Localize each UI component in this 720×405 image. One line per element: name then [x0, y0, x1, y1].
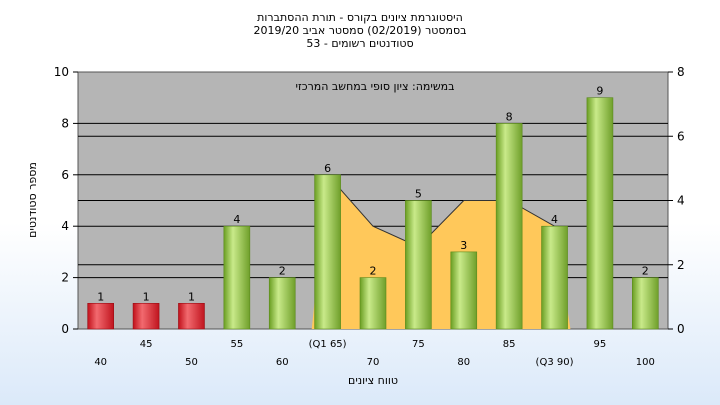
title-line-1: היסטוגרמת ציונים בקורס - תורת ההסתברות: [257, 11, 463, 24]
bar-2: [178, 302, 205, 330]
x-tick-label-7: 75: [412, 339, 425, 350]
x-tick-label-2: 50: [185, 357, 198, 368]
y-tick-label-4: 4: [61, 219, 69, 233]
bar-0: [87, 302, 114, 330]
y2-tick-label-2: 2: [677, 258, 685, 272]
x-tick-label-8: 80: [457, 357, 470, 368]
bar-5: [314, 174, 341, 330]
title-line-3: סטודנטים רשומים - 53: [306, 37, 413, 50]
bar-label-9: 8: [506, 110, 513, 123]
x-tick-label-9: 85: [503, 339, 516, 350]
bar-3: [223, 225, 251, 330]
bar-label-8: 3: [460, 239, 467, 252]
y2-tick-label-8: 8: [677, 65, 685, 79]
bar-data-labels: 1 1 1 4 2 6 2 5 3 8 4 9 2: [97, 85, 649, 304]
bars: [87, 97, 659, 330]
bar-label-1: 1: [143, 290, 150, 303]
y2-tick-label-4: 4: [677, 194, 685, 208]
bar-6: [359, 277, 387, 330]
bar-label-0: 1: [97, 290, 104, 303]
title-line-2: בסמסטר (02/2019) סמסטר אביב 2019/20: [253, 24, 466, 37]
bar-1: [132, 302, 160, 330]
bar-12: [632, 277, 659, 330]
x-tick-label-4: 60: [276, 357, 289, 368]
x-tick-label-6: 70: [367, 357, 380, 368]
y-axis-left: 0 2 4 6 8 10: [54, 65, 78, 336]
chart-annotation: במשימה: ציון סופי במחשב המרכזי: [295, 80, 454, 93]
bar-7: [405, 200, 432, 330]
y-tick-label-10: 10: [54, 65, 69, 79]
x-axis: 40 45 50 55 60 (Q1 65) 70 75 80 85 (Q3 90) 95 100: [94, 339, 655, 368]
y2-tick-label-0: 0: [677, 322, 685, 336]
bar-11: [586, 97, 614, 330]
x-tick-label-1: 45: [140, 339, 153, 350]
bar-label-2: 1: [188, 290, 195, 303]
y2-tick-label-6: 6: [677, 129, 685, 143]
y-axis-label: מספר סטודנטים: [26, 162, 39, 238]
y-tick-label-2: 2: [61, 271, 69, 285]
x-tick-label-12: 100: [636, 357, 655, 368]
y-axis-right: 0 2 4 6 8: [668, 65, 685, 336]
bar-10: [541, 225, 568, 330]
x-tick-label-5: (Q1 65): [309, 339, 347, 350]
bar-label-4: 2: [279, 265, 286, 278]
bar-label-12: 2: [642, 265, 649, 278]
x-tick-label-10: (Q3 90): [536, 357, 574, 368]
y-tick-label-6: 6: [61, 168, 69, 182]
x-tick-label-3: 55: [230, 339, 243, 350]
bar-label-6: 2: [370, 265, 377, 278]
bar-label-7: 5: [415, 188, 422, 201]
x-tick-label-11: 95: [594, 339, 607, 350]
bar-8: [450, 251, 478, 330]
bar-4: [268, 277, 296, 330]
bar-9: [495, 123, 523, 330]
y-tick-label-0: 0: [61, 322, 69, 336]
bar-label-5: 6: [324, 162, 331, 175]
x-axis-label: טווח ציונים: [348, 374, 398, 387]
chart-title: היסטוגרמת ציונים בקורס - תורת ההסתברות ב…: [253, 11, 466, 50]
bar-label-10: 4: [551, 213, 558, 226]
y-tick-label-8: 8: [61, 116, 69, 130]
bar-label-3: 4: [233, 213, 240, 226]
x-tick-label-0: 40: [94, 357, 107, 368]
bar-label-11: 9: [596, 85, 603, 98]
